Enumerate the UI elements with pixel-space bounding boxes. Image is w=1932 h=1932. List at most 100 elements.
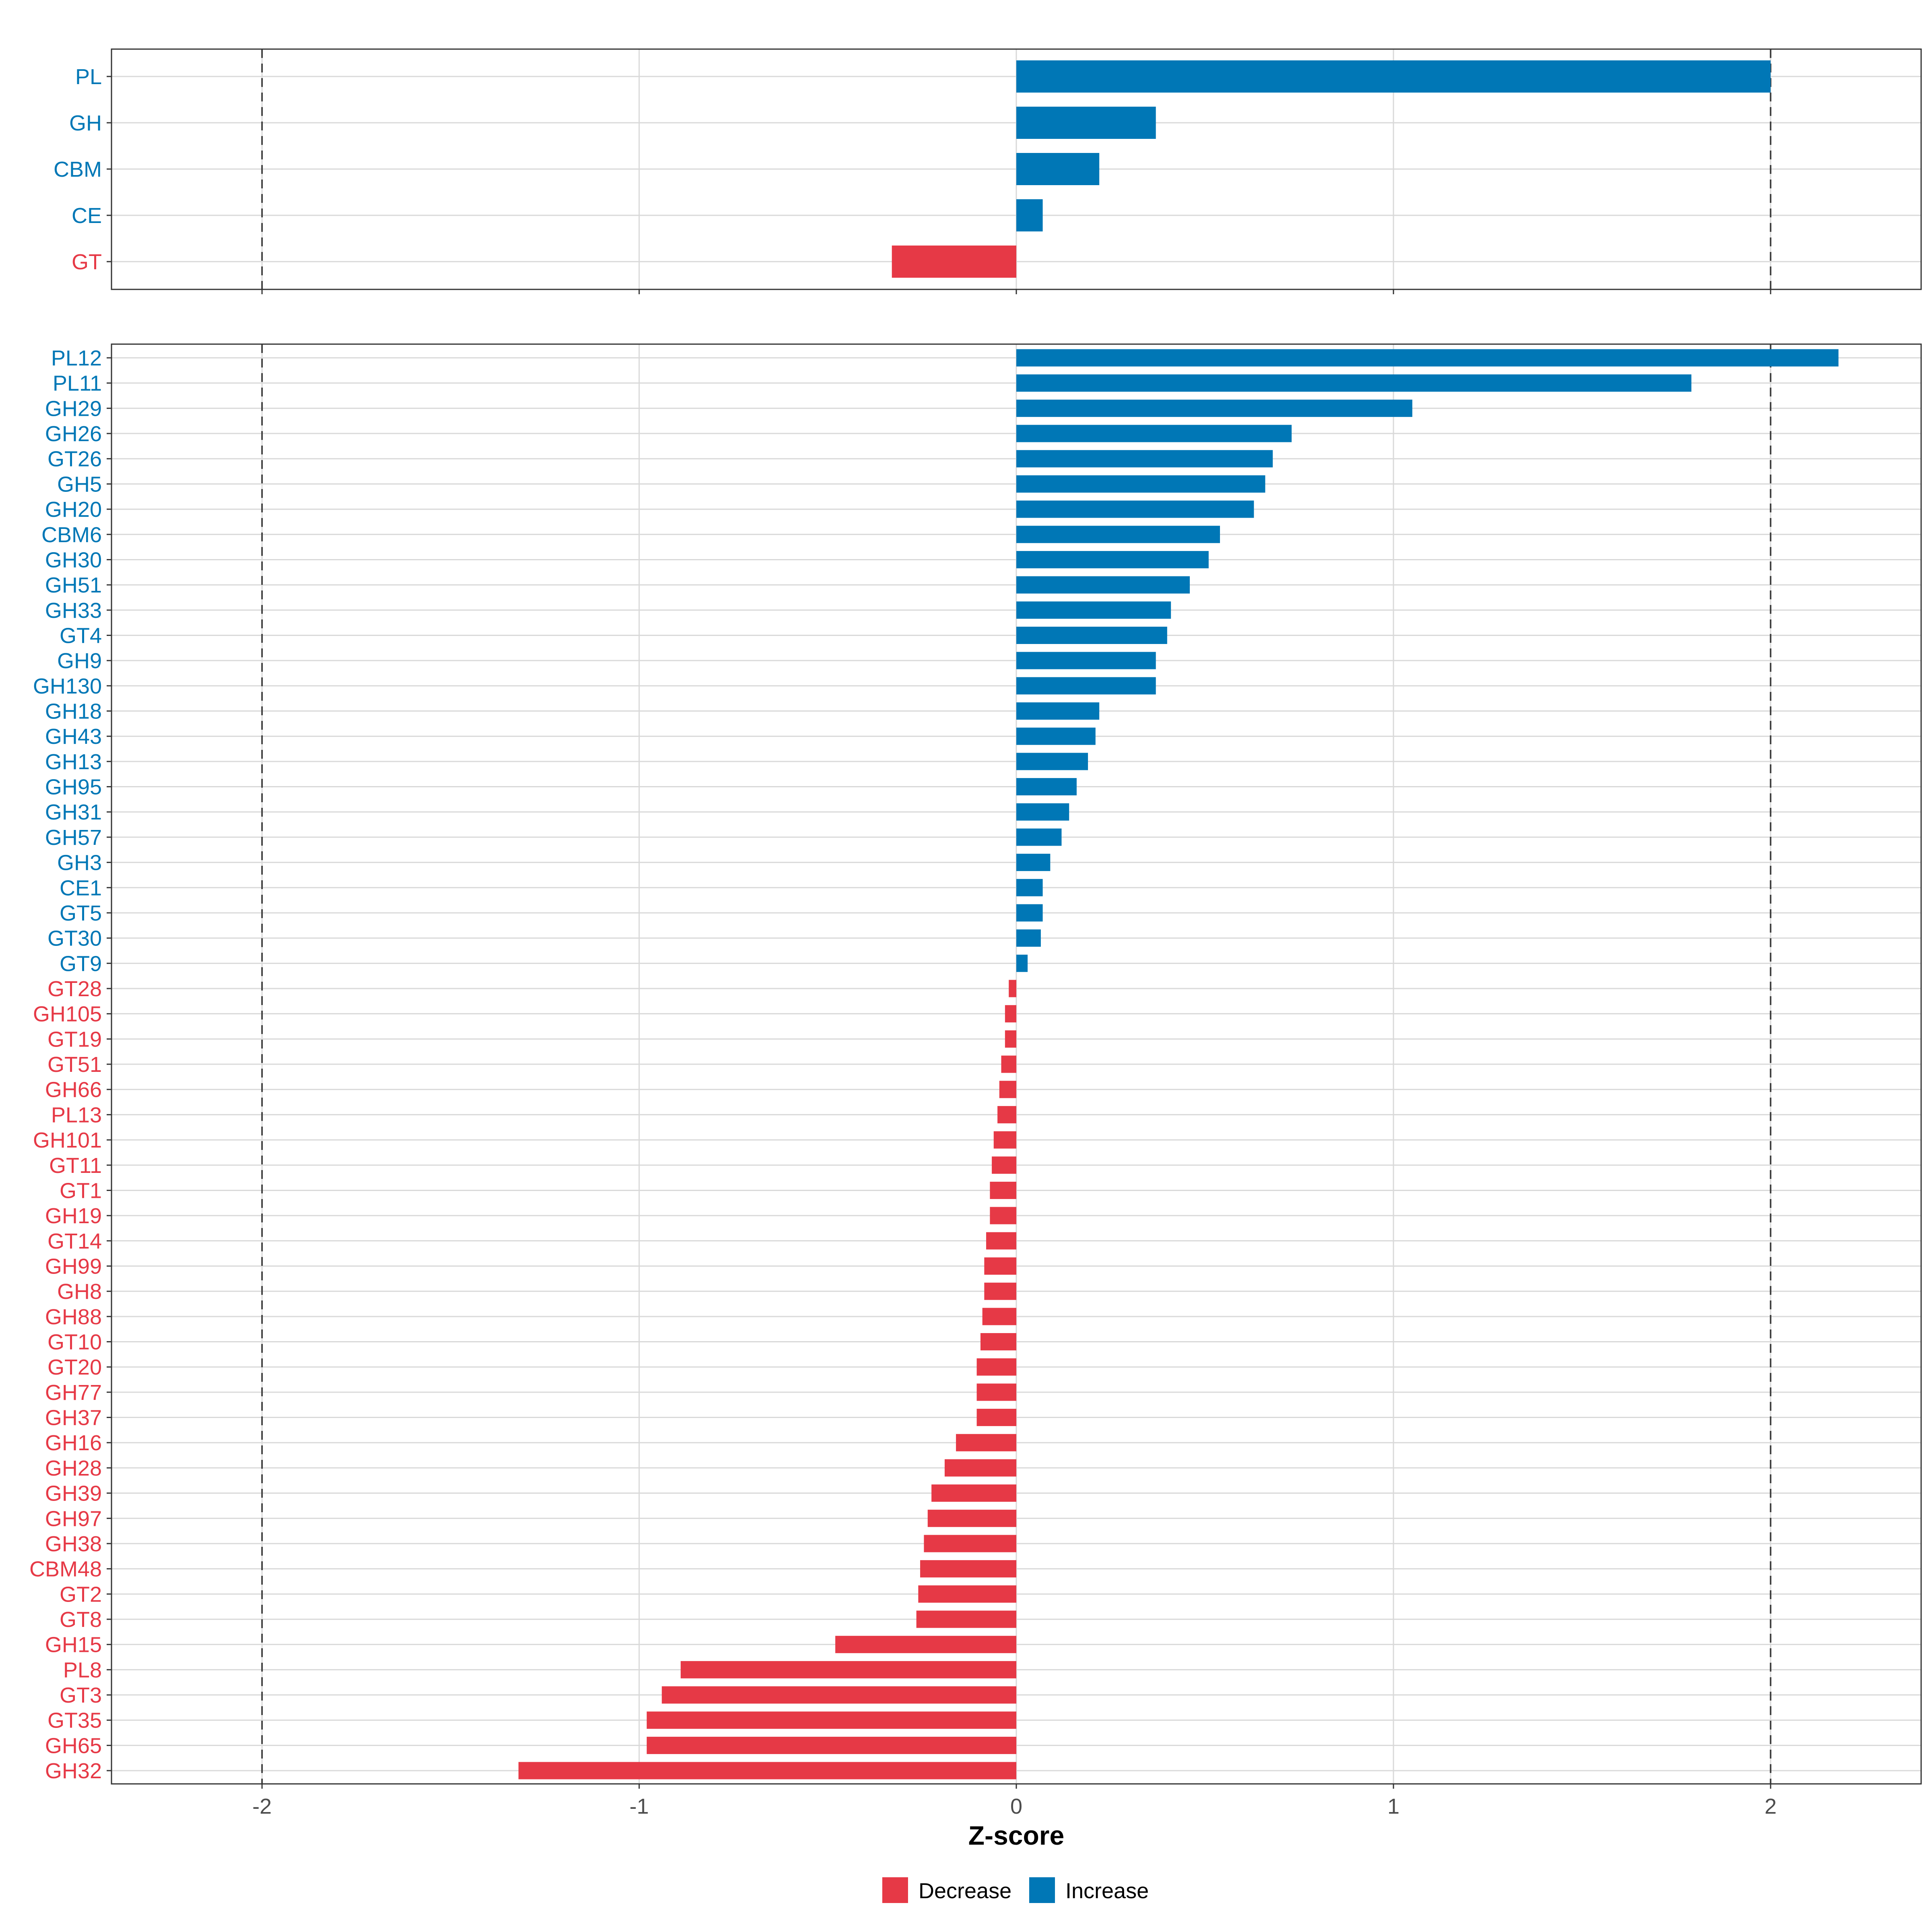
bar: [646, 1711, 1016, 1729]
bar: [1016, 450, 1273, 468]
category-label: GH39: [45, 1482, 102, 1506]
category-label: PL11: [53, 372, 102, 396]
category-label: GT4: [60, 623, 102, 648]
bar: [1016, 854, 1051, 871]
bar: [1016, 904, 1043, 922]
bar: [920, 1560, 1016, 1578]
category-label: CBM6: [41, 523, 102, 547]
bar: [1016, 601, 1171, 619]
bar: [1016, 828, 1062, 846]
bar: [944, 1459, 1016, 1477]
category-label: GH65: [45, 1734, 102, 1758]
bar: [990, 1181, 1016, 1199]
category-label: GH99: [45, 1254, 102, 1278]
category-label: GH57: [45, 826, 102, 850]
x-tick-label: 0: [1010, 1794, 1022, 1818]
category-label: GT35: [47, 1709, 102, 1733]
bar: [1009, 980, 1016, 997]
bar: [1016, 500, 1254, 518]
bar: [1016, 702, 1100, 720]
bar: [993, 1131, 1016, 1149]
bar: [997, 1106, 1016, 1123]
bar: [1016, 954, 1028, 972]
category-label: GH66: [45, 1078, 102, 1102]
category-label: GH95: [45, 775, 102, 799]
category-label: GH3: [57, 851, 102, 875]
category-label: GH43: [45, 724, 102, 749]
bar: [990, 1207, 1016, 1224]
category-label: GT9: [60, 952, 102, 976]
category-label: GH32: [45, 1759, 102, 1783]
bar: [518, 1762, 1016, 1779]
bar: [1005, 1030, 1016, 1048]
bar: [976, 1358, 1016, 1376]
bar: [1016, 374, 1692, 392]
category-label: PL13: [51, 1103, 102, 1127]
category-label: GH18: [45, 700, 102, 724]
bar: [984, 1257, 1016, 1275]
category-label: GH37: [45, 1406, 102, 1430]
category-label: CBM: [54, 157, 102, 182]
category-label: GH19: [45, 1204, 102, 1228]
x-axis-title: Z-score: [968, 1821, 1064, 1850]
bar: [1016, 576, 1190, 594]
category-label: CBM48: [29, 1557, 102, 1581]
category-label: GH26: [45, 422, 102, 446]
bar: [1016, 425, 1292, 442]
category-label: GH88: [45, 1305, 102, 1329]
bar: [1016, 929, 1041, 947]
category-label: GT8: [60, 1608, 102, 1632]
category-label: GH: [69, 111, 102, 135]
category-label: GH30: [45, 548, 102, 572]
bar: [1016, 399, 1412, 417]
bar: [1016, 879, 1043, 896]
category-label: CE: [72, 204, 102, 228]
bar: [662, 1686, 1016, 1704]
category-label: GH5: [57, 472, 102, 496]
bar: [646, 1736, 1016, 1754]
category-label: GH130: [33, 674, 102, 698]
bar: [681, 1661, 1016, 1678]
category-label: GT3: [60, 1683, 102, 1707]
bar: [984, 1282, 1016, 1300]
bar: [1016, 551, 1209, 568]
category-label: GT11: [49, 1154, 102, 1178]
x-tick-label: 2: [1765, 1794, 1777, 1818]
bar: [1016, 753, 1088, 770]
bar: [1016, 153, 1100, 185]
category-label: GH9: [57, 649, 102, 673]
category-label: GT5: [60, 901, 102, 925]
category-label: GT19: [47, 1027, 102, 1051]
category-label: GH8: [57, 1280, 102, 1304]
bar: [1016, 652, 1156, 669]
category-label: GH33: [45, 599, 102, 623]
bar: [982, 1308, 1016, 1325]
category-label: GH16: [45, 1431, 102, 1455]
bar: [992, 1156, 1016, 1174]
bar: [835, 1636, 1016, 1653]
category-label: GH101: [33, 1128, 102, 1152]
legend-increase-label: Increase: [1065, 1879, 1149, 1903]
bar: [1016, 475, 1265, 493]
bar: [927, 1509, 1016, 1527]
bar: [976, 1383, 1016, 1401]
category-label: GH38: [45, 1532, 102, 1556]
family-panel: PL GH CBM CE GT: [54, 48, 1922, 294]
bar: [956, 1434, 1016, 1451]
bar: [1016, 778, 1077, 796]
x-tick-label: 1: [1387, 1794, 1399, 1818]
bar: [986, 1232, 1016, 1250]
category-label: GT30: [47, 927, 102, 951]
bar: [980, 1333, 1016, 1351]
category-label: GH15: [45, 1633, 102, 1657]
category-label: GT10: [47, 1330, 102, 1354]
bar: [1016, 626, 1167, 644]
bar: [1016, 199, 1043, 231]
category-label: GH51: [45, 573, 102, 597]
category-label: GH31: [45, 800, 102, 824]
subfamily-panel: PL12PL11GH29GH26GT26GH5GH20CBM6GH30GH51G…: [29, 343, 1922, 1818]
legend-decrease-label: Decrease: [919, 1879, 1011, 1903]
x-tick-label: -2: [252, 1794, 272, 1818]
category-label: GH28: [45, 1456, 102, 1480]
